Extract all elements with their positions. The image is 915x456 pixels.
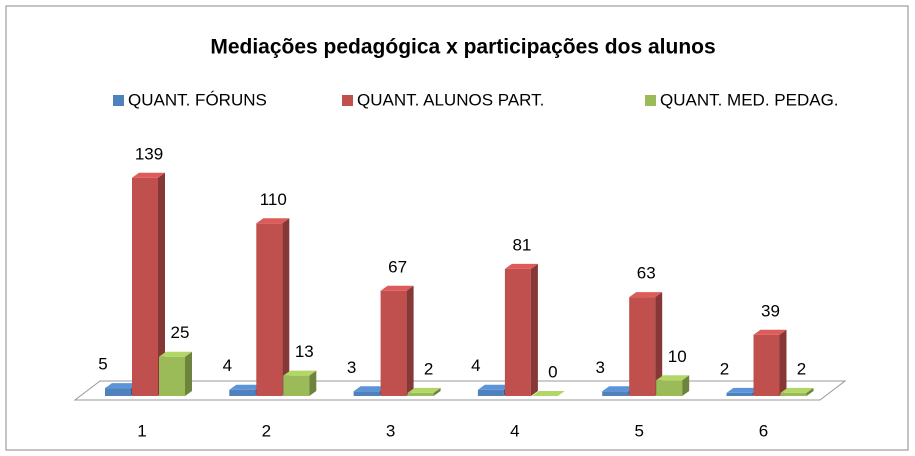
bar-front <box>753 334 780 396</box>
bar-front <box>504 268 531 396</box>
bar-top <box>132 172 165 178</box>
bar-top <box>531 391 565 396</box>
bar-front <box>159 356 185 396</box>
data-label: 13 <box>295 342 314 361</box>
bar-side <box>282 218 290 396</box>
bar-top <box>629 292 663 298</box>
data-label: 4 <box>223 356 232 375</box>
bar-front <box>629 297 656 396</box>
bar-side <box>185 351 192 396</box>
bar <box>629 292 663 396</box>
bar-side <box>655 292 663 396</box>
data-label: 3 <box>347 358 356 377</box>
data-label: 2 <box>424 359 433 378</box>
bar-top <box>407 387 441 393</box>
bar <box>504 263 538 396</box>
legend-swatch <box>342 95 353 106</box>
data-label: 4 <box>471 356 480 375</box>
bar-side <box>779 329 787 396</box>
bar-side <box>406 285 414 396</box>
x-tick-label: 5 <box>634 421 643 440</box>
bar-front <box>105 388 131 396</box>
x-tick-label: 6 <box>759 421 768 440</box>
bar-top <box>283 370 317 376</box>
legend-swatch <box>645 95 656 106</box>
bar-front <box>256 223 283 396</box>
bar-top <box>353 386 387 392</box>
legend-label: QUANT. ALUNOS PART. <box>357 90 544 109</box>
data-label: 25 <box>171 323 190 342</box>
bar <box>132 172 165 396</box>
bar-top <box>105 383 138 389</box>
bar <box>283 370 317 396</box>
chart-title: Mediações pedagógica x participações dos… <box>210 36 715 59</box>
bar-side <box>158 172 165 396</box>
bar-side <box>530 263 538 396</box>
legend-swatch <box>113 95 124 106</box>
data-label: 2 <box>720 359 729 378</box>
data-label: 5 <box>98 355 107 374</box>
data-label: 67 <box>388 257 407 276</box>
bar-side <box>433 387 441 396</box>
x-tick-label: 2 <box>262 421 271 440</box>
x-tick-label: 3 <box>386 421 395 440</box>
data-label: 81 <box>512 235 531 254</box>
bar-front <box>407 392 434 396</box>
bar-top <box>780 387 814 393</box>
bar-front <box>780 392 807 396</box>
bar <box>753 329 787 396</box>
bar-front <box>656 380 683 396</box>
data-label: 2 <box>797 359 806 378</box>
bar-front <box>602 391 629 396</box>
data-label: 10 <box>668 347 687 366</box>
bar-top <box>753 329 787 335</box>
bar <box>380 285 414 396</box>
data-label: 39 <box>761 301 780 320</box>
bar-top <box>380 285 414 291</box>
bar-side <box>682 375 690 396</box>
bar-side <box>806 387 814 396</box>
data-label: 110 <box>260 190 287 209</box>
bar-top <box>229 384 263 390</box>
data-label: 3 <box>595 358 604 377</box>
data-label: 139 <box>135 144 163 163</box>
bar-front <box>353 391 380 396</box>
bar-top <box>504 263 538 269</box>
data-label: 0 <box>548 362 557 381</box>
legend-label: QUANT. FÓRUNS <box>128 90 267 109</box>
x-tick-label: 1 <box>137 421 146 440</box>
bar <box>256 218 290 396</box>
bar-top <box>656 375 690 381</box>
data-label: 63 <box>637 264 656 283</box>
bar-front <box>477 389 504 396</box>
bar <box>780 387 814 396</box>
bar <box>407 387 441 396</box>
bar-top <box>159 351 192 357</box>
bar-front <box>283 375 310 396</box>
bar-front <box>229 389 256 396</box>
bar <box>159 351 192 396</box>
bar-top <box>602 386 636 392</box>
bar-front <box>132 177 158 396</box>
bar <box>531 391 565 396</box>
legend-label: QUANT. MED. PEDAG. <box>660 90 839 109</box>
bar-front <box>726 392 753 396</box>
bar <box>656 375 690 396</box>
bar-side <box>309 370 317 396</box>
bar-top <box>726 387 760 393</box>
bar-top <box>256 218 290 224</box>
bar-top <box>477 384 511 390</box>
x-tick-label: 4 <box>510 421 519 440</box>
bar-front <box>380 290 407 396</box>
